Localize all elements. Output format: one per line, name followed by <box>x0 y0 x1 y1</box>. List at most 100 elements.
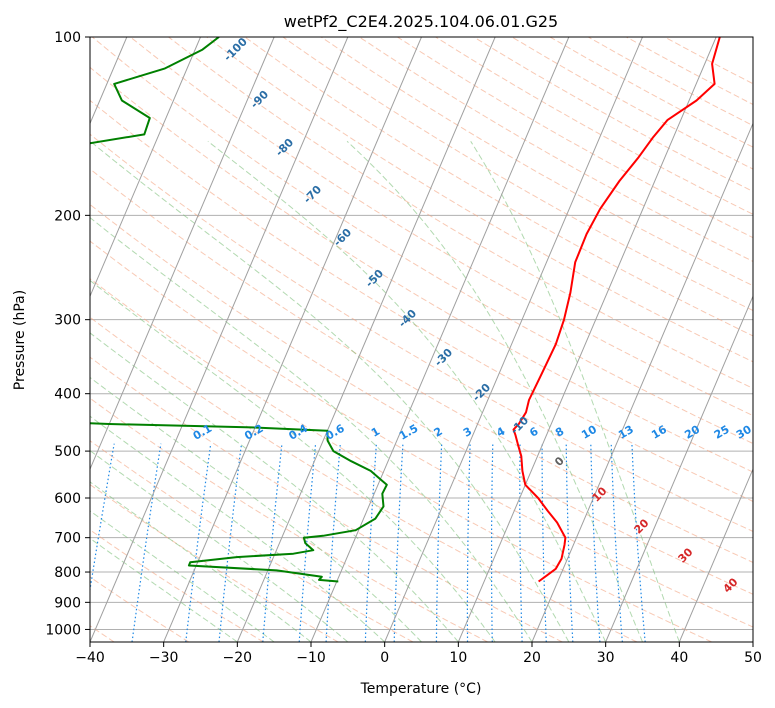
mixing-ratio-line <box>519 443 523 642</box>
moist-adiabat <box>90 510 275 642</box>
mixing-ratio-label: 20 <box>682 423 702 442</box>
moist-adiabat <box>470 141 680 642</box>
isotherm-gridline <box>384 37 643 642</box>
y-axis-label: Pressure (hPa) <box>12 290 28 390</box>
temperature-profile-line <box>512 37 721 583</box>
x-tick-label: 10 <box>449 650 467 666</box>
dry-adiabat-label: -60 <box>331 226 354 249</box>
y-tick-label: 700 <box>54 531 81 547</box>
isotherm-gridline <box>531 122 753 642</box>
mixing-ratio-line <box>393 443 404 642</box>
chart-title: wetPf2_C2E4.2025.104.06.01.G25 <box>284 12 558 32</box>
dry-adiabat <box>90 316 638 642</box>
isotherm-gridline <box>605 295 753 642</box>
dry-adiabat-label: -50 <box>363 267 386 290</box>
dry-adiabat-label: -80 <box>273 136 296 159</box>
moist-adiabat <box>90 279 496 642</box>
dry-adiabat <box>472 37 753 193</box>
mixing-ratio-label: 0.1 <box>191 422 214 443</box>
dry-adiabat <box>320 37 753 287</box>
mixing-ratio-label: 1.5 <box>397 422 420 443</box>
mixing-ratio-line <box>298 443 317 642</box>
isotherm-gridline <box>310 37 570 642</box>
isotherm-gridline <box>90 37 349 642</box>
y-tick-label: 100 <box>54 30 81 46</box>
dry-adiabat <box>434 37 753 215</box>
dry-adiabat <box>358 37 753 262</box>
mixing-ratio-label: 10 <box>579 423 599 442</box>
moist-adiabat <box>90 415 386 642</box>
y-tick-label: 300 <box>54 313 81 329</box>
mixing-ratio-line <box>262 443 283 642</box>
isotherm-gridline <box>90 37 275 471</box>
x-tick-label: −10 <box>296 650 326 666</box>
x-tick-label: 20 <box>523 650 541 666</box>
x-tick-label: 50 <box>744 650 762 666</box>
moist-adiabat <box>90 217 533 642</box>
dry-adiabat <box>90 240 753 628</box>
dry-adiabat <box>90 576 190 642</box>
dry-adiabat <box>167 37 753 389</box>
dry-adiabat-label: 0 <box>552 454 567 469</box>
mixing-ratio-line <box>325 443 341 642</box>
y-tick-label: 200 <box>54 208 81 224</box>
mixing-ratio-line <box>610 443 623 642</box>
dry-adiabat-label: -10 <box>508 414 531 437</box>
dry-adiabat <box>205 37 753 363</box>
dry-adiabat-label: -40 <box>396 307 419 330</box>
mixing-ratio-label: 0.6 <box>323 422 347 443</box>
x-tick-label: −20 <box>223 650 253 666</box>
dry-adiabat-label: -70 <box>301 183 324 206</box>
dry-adiabat <box>129 37 753 417</box>
moist-adiabat <box>207 140 607 642</box>
dry-adiabat-label: 40 <box>721 575 741 595</box>
moist-adiabat <box>90 450 349 642</box>
x-tick-label: 0 <box>380 650 389 666</box>
dry-adiabat <box>587 37 753 127</box>
mixing-ratio-line <box>218 443 243 642</box>
mixing-ratio-label: 36 <box>763 423 775 442</box>
mixing-ratio-label: 8 <box>553 425 566 440</box>
dry-adiabat <box>90 483 339 642</box>
x-tick-label: −40 <box>75 650 105 666</box>
y-tick-label: 1000 <box>45 622 81 638</box>
mixing-ratio-label: 0.2 <box>242 422 265 443</box>
mixing-ratio-line <box>590 443 601 642</box>
isotherm-gridline <box>236 37 496 642</box>
y-tick-label: 800 <box>54 565 81 581</box>
dry-adiabat <box>90 440 414 642</box>
mixing-ratio-line <box>490 443 494 642</box>
mixing-ratio-label: 30 <box>734 423 754 442</box>
moist-adiabat <box>90 376 422 642</box>
y-axis: 100 200 300 400 500 600 700 800 900 1000 <box>45 30 90 638</box>
dry-adiabat <box>90 278 712 642</box>
mixing-ratio-label: 1 <box>369 425 382 440</box>
x-axis: −40 −30 −20 −10 0 10 20 30 40 50 <box>75 642 762 666</box>
moist-adiabat <box>90 481 312 642</box>
data-lines <box>90 37 721 583</box>
dry-adiabat <box>91 37 753 445</box>
x-tick-label: −30 <box>149 650 179 666</box>
mixing-ratio-label: 4 <box>494 425 507 440</box>
dry-adiabat <box>244 37 753 337</box>
dry-adiabat <box>90 66 753 473</box>
mixing-ratio-label: 0.4 <box>287 422 311 443</box>
x-axis-label: Temperature (°C) <box>360 681 482 697</box>
dry-adiabat <box>90 529 264 642</box>
isotherm-gridline <box>163 37 422 642</box>
x-tick-label: 40 <box>670 650 688 666</box>
moist-adiabat <box>346 140 643 642</box>
dry-adiabat <box>90 203 753 595</box>
dry-adiabat <box>90 356 563 642</box>
mixing-ratio-line <box>565 443 574 642</box>
mixing-ratio-line <box>90 443 115 594</box>
mixing-ratio-line <box>364 443 377 642</box>
isotherm-gridline <box>90 37 201 298</box>
isotherm-gridline <box>752 640 753 642</box>
moist-adiabat <box>90 140 570 642</box>
background-grid <box>90 37 753 642</box>
plot-frame <box>89 36 754 643</box>
mixing-ratio-line <box>541 443 547 642</box>
y-tick-label: 400 <box>54 387 81 403</box>
